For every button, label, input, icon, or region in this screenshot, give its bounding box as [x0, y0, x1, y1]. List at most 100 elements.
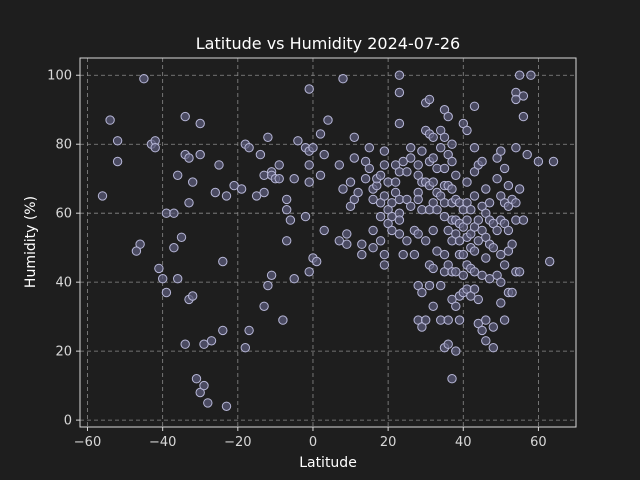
data-point — [161, 287, 172, 298]
data-point — [394, 118, 405, 129]
data-point — [263, 280, 273, 291]
data-point — [112, 136, 123, 146]
y-tick-label: 80 — [55, 138, 72, 153]
data-points — [97, 70, 559, 411]
data-point — [469, 101, 480, 112]
data-point — [368, 225, 378, 236]
data-point — [439, 132, 450, 143]
data-point — [511, 198, 521, 208]
data-point — [481, 315, 491, 325]
data-point — [304, 177, 314, 187]
data-point — [451, 267, 461, 277]
data-point — [304, 160, 314, 170]
data-point — [263, 132, 273, 143]
data-point — [402, 236, 412, 246]
data-point — [473, 215, 483, 225]
y-tick-label: 40 — [55, 276, 72, 291]
data-point — [473, 236, 483, 246]
data-point — [406, 201, 416, 212]
data-point — [289, 174, 299, 184]
data-point — [488, 243, 498, 253]
data-point — [462, 125, 472, 136]
data-point — [180, 339, 190, 349]
data-point — [289, 274, 299, 284]
data-point — [413, 229, 423, 239]
data-point — [428, 132, 438, 143]
data-point — [526, 70, 536, 80]
data-point — [387, 198, 397, 208]
data-point — [447, 139, 457, 149]
data-point — [394, 215, 405, 225]
data-point — [375, 236, 386, 246]
data-point — [195, 149, 205, 160]
data-point — [394, 87, 405, 98]
data-point — [511, 143, 521, 153]
data-point — [484, 274, 495, 284]
data-point — [282, 194, 292, 205]
data-point — [432, 246, 442, 256]
data-point — [368, 194, 378, 205]
data-point — [545, 256, 555, 267]
data-point — [188, 177, 198, 187]
data-point — [334, 236, 344, 246]
data-point — [169, 243, 179, 253]
chart-title: Latitude vs Humidity 2024-07-26 — [196, 34, 460, 53]
data-point — [218, 256, 228, 267]
x-tick-label: −40 — [149, 435, 176, 450]
data-point — [466, 205, 476, 215]
data-point — [439, 163, 450, 174]
data-point — [447, 156, 457, 167]
data-point — [447, 374, 457, 384]
data-point — [112, 156, 123, 167]
data-point — [514, 184, 525, 194]
y-tick-label: 0 — [64, 414, 72, 429]
data-point — [199, 380, 209, 391]
data-point — [176, 232, 187, 243]
data-point — [191, 374, 202, 384]
data-point — [447, 184, 457, 194]
data-point — [259, 187, 269, 198]
data-point — [282, 205, 292, 215]
data-point — [278, 315, 288, 325]
data-point — [499, 260, 510, 270]
data-point — [323, 115, 333, 125]
data-point — [308, 143, 318, 153]
data-point — [97, 191, 108, 201]
data-point — [428, 225, 438, 236]
x-tick-label: 20 — [380, 435, 397, 450]
data-point — [454, 315, 465, 325]
data-point — [477, 325, 487, 336]
data-point — [458, 249, 468, 260]
data-point — [462, 215, 472, 225]
data-point — [342, 239, 352, 249]
data-point — [462, 177, 472, 187]
data-point — [304, 84, 314, 94]
data-point — [499, 315, 510, 325]
data-point — [514, 70, 525, 80]
data-point — [421, 236, 431, 246]
data-point — [375, 170, 386, 181]
data-point — [507, 287, 517, 298]
data-point — [477, 156, 487, 167]
x-tick-label: 60 — [530, 435, 547, 450]
data-point — [417, 146, 427, 156]
data-point — [251, 191, 262, 201]
data-point — [184, 153, 194, 163]
data-point — [319, 225, 329, 236]
data-point — [424, 94, 435, 105]
data-point — [274, 174, 284, 184]
data-point — [469, 246, 480, 256]
y-tick-label: 100 — [47, 69, 72, 84]
data-point — [357, 249, 367, 260]
data-point — [218, 325, 228, 336]
data-point — [319, 149, 329, 160]
data-point — [173, 274, 183, 284]
data-point — [518, 91, 529, 101]
data-point — [443, 111, 453, 122]
data-point — [210, 187, 221, 198]
data-point — [492, 225, 502, 236]
data-point — [469, 284, 480, 294]
data-point — [503, 225, 514, 236]
data-point — [364, 163, 374, 174]
data-point — [357, 239, 367, 249]
